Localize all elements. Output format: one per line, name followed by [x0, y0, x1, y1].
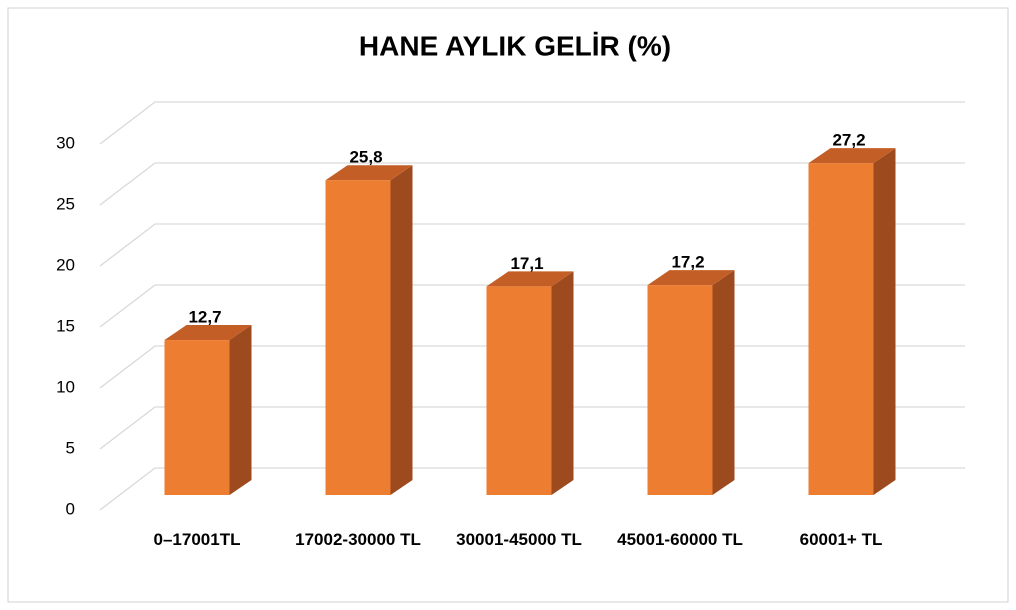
bar [164, 340, 230, 495]
y-tick-label: 10 [56, 377, 75, 396]
bar-top [808, 148, 896, 164]
value-label: 17,2 [671, 253, 704, 272]
y-tick-label: 15 [56, 316, 75, 335]
bar-top [486, 271, 574, 287]
value-label: 17,1 [510, 254, 543, 273]
bar-side [873, 148, 896, 495]
x-tick-label: 17002-30000 TL [295, 530, 421, 549]
bar-side [712, 270, 735, 495]
value-label: 25,8 [349, 148, 382, 167]
bar-top [325, 165, 413, 181]
x-tick-label: 45001-60000 TL [617, 530, 743, 549]
y-tick-label: 0 [66, 499, 75, 518]
y-tick-label: 25 [56, 194, 75, 213]
chart-title: HANE AYLIK GELİR (%) [359, 30, 671, 61]
grid-line [99, 101, 965, 145]
bar-side [551, 271, 574, 495]
value-label: 27,2 [832, 131, 865, 150]
y-tick-label: 30 [56, 133, 75, 152]
grid-line [99, 162, 965, 206]
grid-line [99, 223, 965, 267]
x-tick-label: 30001-45000 TL [456, 530, 582, 549]
bar-top [647, 270, 735, 286]
bar [325, 180, 391, 496]
value-label: 12,7 [188, 308, 221, 327]
bar-side [390, 165, 413, 496]
y-tick-label: 20 [56, 255, 75, 274]
bar-top [164, 325, 252, 341]
y-tick-label: 5 [66, 438, 75, 457]
bar [808, 163, 874, 495]
bar [647, 285, 713, 495]
x-tick-label: 60001+ TL [799, 530, 883, 549]
bar-side [229, 325, 252, 495]
bar [486, 286, 552, 495]
x-tick-label: 0–17001TL [153, 530, 241, 549]
